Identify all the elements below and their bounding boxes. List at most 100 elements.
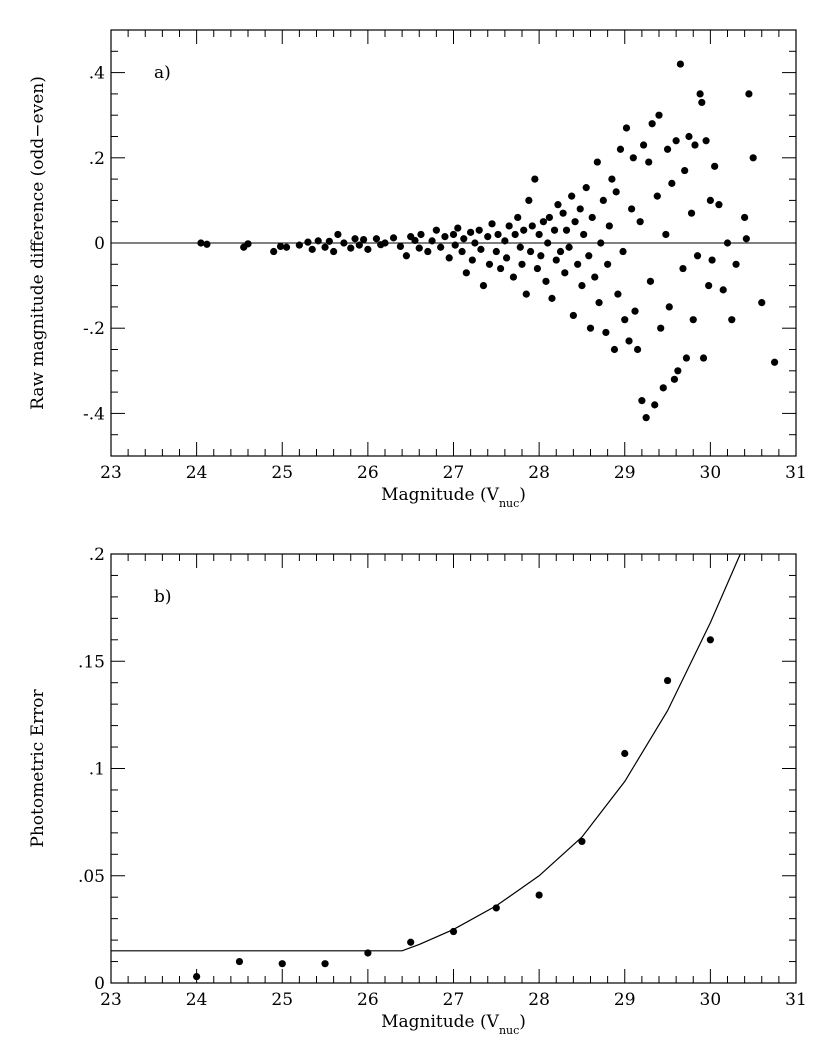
data-point (458, 247, 466, 256)
data-point (471, 239, 479, 247)
data-point (610, 345, 619, 354)
x-tick-label: 30 (700, 463, 722, 483)
x-tick-label: 29 (614, 990, 636, 1010)
x-tick-label: 30 (700, 990, 722, 1010)
data-point (687, 209, 696, 217)
x-axis-label-subscript: nuc (499, 497, 519, 510)
data-point (723, 239, 732, 247)
data-point (325, 237, 333, 245)
data-point (578, 282, 586, 290)
data-point (616, 145, 625, 153)
y-tick-label: .05 (78, 867, 105, 887)
x-tick-label: 24 (186, 990, 208, 1010)
x-tick-label: 23 (100, 990, 122, 1010)
data-point (591, 273, 599, 281)
data-point (545, 213, 554, 222)
panel-label: a) (154, 63, 171, 83)
data-point (595, 299, 603, 307)
data-point (691, 141, 699, 149)
data-point (193, 972, 201, 981)
data-point (711, 162, 719, 170)
data-point (605, 222, 613, 230)
data-point (628, 205, 636, 213)
data-point (665, 303, 673, 311)
data-point (663, 145, 672, 153)
data-point (580, 230, 588, 239)
data-point (488, 220, 496, 228)
data-point (653, 192, 661, 200)
data-point (347, 244, 355, 252)
data-point (651, 401, 659, 409)
data-point (565, 243, 573, 251)
x-tick-label: 25 (271, 990, 293, 1010)
data-point (509, 273, 518, 281)
data-point (520, 226, 528, 234)
data-point (770, 358, 779, 366)
data-point (672, 137, 680, 145)
data-point (732, 260, 740, 268)
data-point (608, 175, 616, 183)
x-tick-label: 26 (357, 463, 379, 483)
data-point (568, 192, 576, 200)
data-point (485, 260, 494, 268)
data-point (492, 904, 500, 912)
data-point (276, 242, 285, 251)
data-point (728, 316, 736, 324)
data-point (502, 254, 511, 262)
x-axis-label-tail: ) (519, 485, 526, 505)
data-point (364, 245, 372, 253)
data-point (467, 228, 475, 236)
data-point (561, 269, 569, 277)
x-tick-label: 26 (357, 990, 379, 1010)
data-point (614, 290, 622, 298)
data-point (633, 345, 642, 354)
x-tick-label: 31 (785, 990, 807, 1010)
data-point (715, 201, 723, 209)
data-point (535, 230, 543, 239)
x-axis-label: Magnitude (Vnuc) (381, 1012, 526, 1037)
data-point (417, 230, 425, 239)
data-point (542, 277, 550, 285)
y-tick-label: .15 (78, 652, 105, 672)
data-point (330, 247, 338, 256)
data-point (402, 252, 411, 260)
x-tick-label: 29 (614, 463, 636, 483)
data-point (407, 938, 415, 946)
data-point (586, 324, 595, 332)
data-point (685, 132, 693, 141)
data-point (642, 414, 650, 422)
data-point (706, 196, 714, 204)
data-point (638, 397, 646, 405)
data-point (569, 311, 577, 320)
data-point (468, 256, 476, 264)
data-point (599, 196, 607, 204)
x-tick-label: 31 (785, 463, 807, 483)
data-point (679, 264, 687, 273)
data-point (702, 137, 710, 145)
data-point (321, 960, 329, 968)
y-axis-label: Photometric Error (28, 689, 48, 848)
data-point (662, 230, 670, 239)
data-point (705, 282, 713, 290)
data-point (449, 230, 458, 239)
y-tick-label: 0 (94, 974, 105, 994)
data-point (578, 837, 586, 846)
data-point (477, 245, 485, 253)
error-fit-curve (111, 553, 741, 952)
data-point (602, 328, 610, 337)
data-point (295, 241, 303, 249)
data-point (304, 238, 312, 246)
data-point (670, 375, 679, 383)
data-point (559, 209, 567, 217)
data-point (314, 237, 322, 245)
data-point (708, 256, 716, 264)
data-point (619, 247, 627, 256)
x-tick-label: 28 (528, 990, 550, 1010)
data-point (525, 196, 533, 204)
data-point (742, 235, 750, 243)
data-point (593, 158, 601, 166)
data-point (562, 226, 571, 234)
data-point (518, 260, 526, 268)
x-tick-label: 27 (443, 463, 465, 483)
data-point (454, 224, 462, 232)
